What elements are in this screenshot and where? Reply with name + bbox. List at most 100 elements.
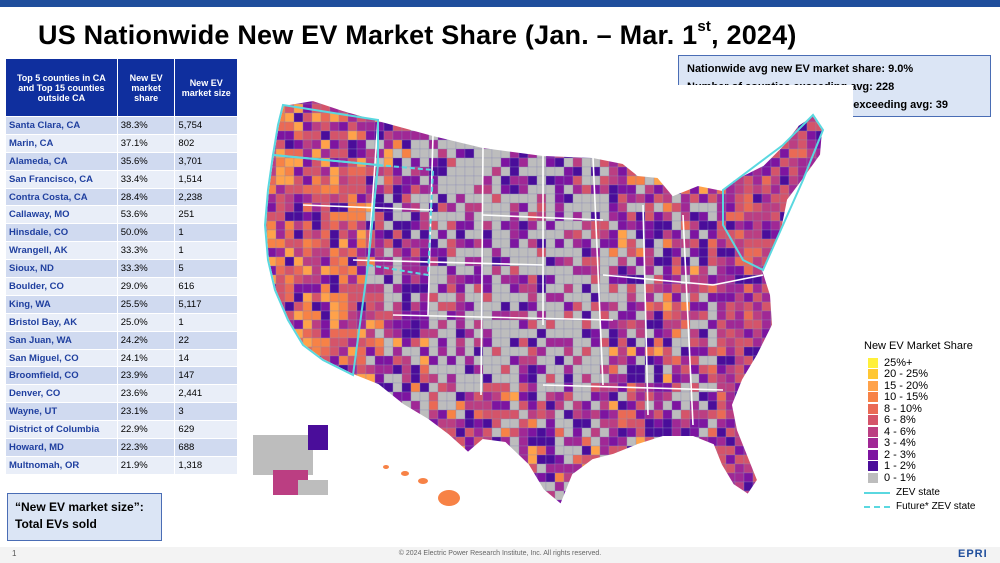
county-cell [644, 283, 655, 294]
county-cell [428, 148, 439, 159]
top-accent-bar [0, 0, 1000, 7]
county-cell [437, 148, 448, 159]
county-cell [284, 211, 295, 222]
county-cell [275, 256, 286, 267]
county-cell [509, 184, 520, 195]
county-cell [608, 220, 619, 231]
county-cell [599, 301, 610, 312]
county-cell [437, 265, 448, 276]
county-cell [509, 373, 520, 384]
county-cell [572, 373, 583, 384]
county-cell [779, 157, 790, 168]
county-cell [716, 283, 727, 294]
market-size: 1 [174, 223, 238, 243]
county-cell [527, 229, 538, 240]
county-cell [455, 364, 466, 375]
county-cell [563, 166, 574, 177]
legend-item: 4 - 6% [868, 426, 1000, 438]
county-cell [563, 193, 574, 204]
county-cell [680, 418, 691, 429]
county-cell [626, 211, 637, 222]
county-cell [680, 202, 691, 213]
county-cell [266, 220, 277, 231]
county-cell [536, 409, 547, 420]
county-cell [617, 427, 628, 438]
county-cell [464, 175, 475, 186]
county-cell [698, 292, 709, 303]
county-cell [662, 355, 673, 366]
county-cell [302, 184, 313, 195]
county-cell [599, 166, 610, 177]
county-cell [482, 418, 493, 429]
county-cell [500, 175, 511, 186]
county-cell [419, 364, 430, 375]
county-cell [329, 256, 340, 267]
county-cell [527, 418, 538, 429]
county-cell [662, 265, 673, 276]
county-cell [509, 418, 520, 429]
county-cell [689, 418, 700, 429]
county-cell [761, 229, 772, 240]
county-cell [464, 238, 475, 249]
county-cell [707, 247, 718, 258]
county-cell [473, 400, 484, 411]
county-cell [275, 265, 286, 276]
market-size: 1 [174, 241, 238, 261]
county-cell [734, 463, 745, 474]
county-cell [455, 382, 466, 393]
county-cell [608, 418, 619, 429]
county-cell [491, 166, 502, 177]
county-cell [653, 211, 664, 222]
county-cell [410, 346, 421, 357]
county-cell [518, 418, 529, 429]
county-cell [527, 382, 538, 393]
market-size: 2,238 [174, 187, 238, 207]
county-cell [671, 319, 682, 330]
county-cell [365, 157, 376, 168]
county-cell [680, 301, 691, 312]
county-cell [518, 229, 529, 240]
hawaii-island [383, 465, 389, 469]
county-cell [707, 193, 718, 204]
county-cell [419, 274, 430, 285]
county-cell [293, 283, 304, 294]
county-cell [581, 184, 592, 195]
county-cell [338, 265, 349, 276]
county-cell [752, 202, 763, 213]
county-cell [428, 391, 439, 402]
county-cell [563, 220, 574, 231]
market-share: 33.3% [116, 259, 176, 279]
county-cell [590, 427, 601, 438]
county-cell [482, 391, 493, 402]
county-cell [491, 229, 502, 240]
market-share: 22.3% [116, 438, 176, 457]
county-cell [491, 337, 502, 348]
county-cell [581, 409, 592, 420]
county-cell [284, 238, 295, 249]
county-cell [455, 220, 466, 231]
county-cell [347, 247, 358, 258]
county-cell [482, 193, 493, 204]
county-cell [707, 211, 718, 222]
county-cell [725, 427, 736, 438]
market-share: 33.3% [116, 241, 176, 261]
county-cell [698, 346, 709, 357]
county-cell [347, 283, 358, 294]
county-cell [401, 364, 412, 375]
county-cell [437, 409, 448, 420]
county-cell [563, 175, 574, 186]
legend-swatch [868, 380, 878, 391]
county-cell [500, 301, 511, 312]
county-cell [509, 328, 520, 339]
county-cell [491, 382, 502, 393]
county-cell [590, 409, 601, 420]
county-cell [572, 400, 583, 411]
county-cell [446, 328, 457, 339]
county-cell [581, 202, 592, 213]
county-cell [320, 184, 331, 195]
county-cell [455, 355, 466, 366]
county-cell [419, 337, 430, 348]
county-cell [635, 283, 646, 294]
county-cell [320, 310, 331, 321]
county-cell [410, 247, 421, 258]
